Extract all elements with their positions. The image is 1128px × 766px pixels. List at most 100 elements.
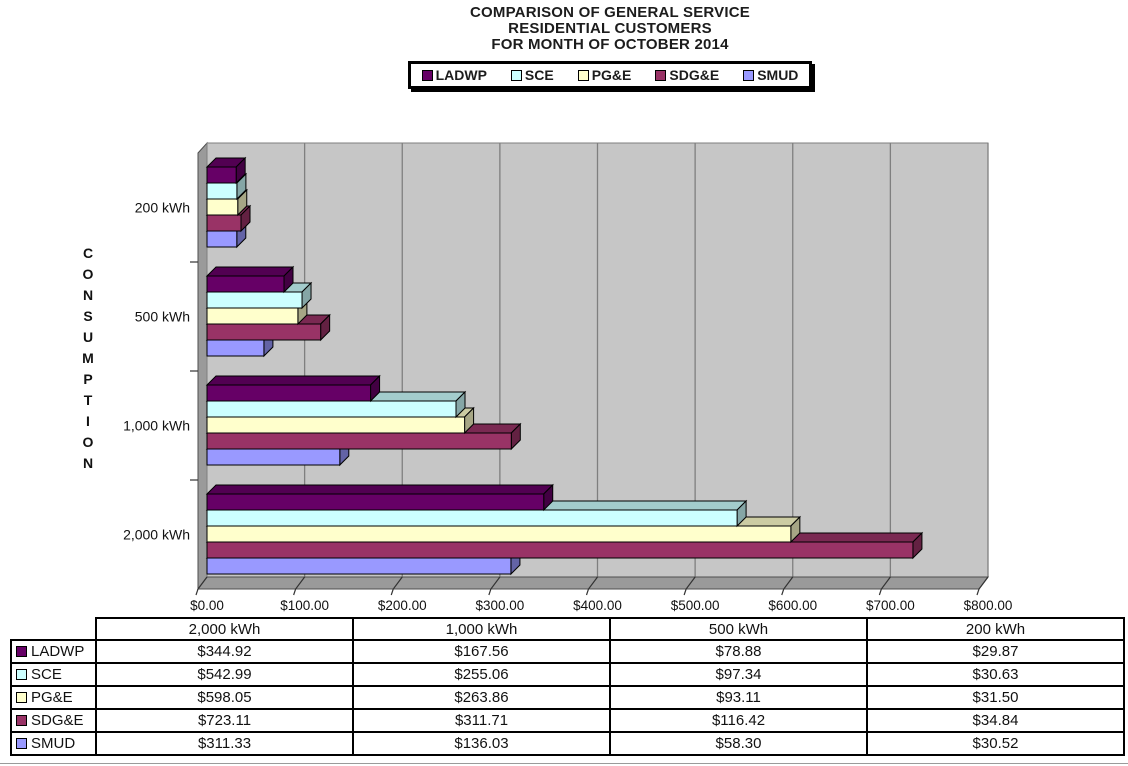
legend: LADWP SCE PG&E SDG&E SMUD <box>408 61 812 89</box>
bar <box>206 525 792 543</box>
value-axis-tick <box>781 576 794 596</box>
table-value-cell: $58.30 <box>609 731 868 756</box>
bar-top-face <box>205 375 381 386</box>
category-axis-title-letter: T <box>84 392 93 408</box>
bar-top-face <box>205 266 295 277</box>
table-column-header: 200 kWh <box>866 617 1125 641</box>
legend-label: PG&E <box>591 67 632 83</box>
bar <box>206 275 285 293</box>
table-value-cell: $136.03 <box>352 731 611 756</box>
legend-swatch-icon <box>577 69 589 81</box>
table-value-cell: $598.05 <box>95 685 354 710</box>
legend-label: SDG&E <box>669 67 720 83</box>
value-axis-tick <box>293 576 306 596</box>
table-value-cell: $311.71 <box>352 708 611 733</box>
value-axis-tick <box>390 576 403 596</box>
bar <box>206 166 237 184</box>
table-value-cell: $30.52 <box>866 731 1125 756</box>
legend-item: SDG&E <box>655 67 719 83</box>
bar <box>206 448 341 466</box>
table-row-name: SMUD <box>31 735 76 752</box>
table-value-cell: $78.88 <box>609 639 868 664</box>
table-value-cell: $542.99 <box>95 662 354 687</box>
table-value-cell: $116.42 <box>609 708 868 733</box>
bar <box>206 493 545 511</box>
table-row-label: PG&E <box>10 685 97 710</box>
chart-wall <box>197 141 208 591</box>
legend-item: SCE <box>510 67 554 83</box>
table-row-name: SDG&E <box>31 712 84 729</box>
table-value-cell: $34.84 <box>866 708 1125 733</box>
table-value-cell: $311.33 <box>95 731 354 756</box>
category-label: 1,000 kWh <box>123 418 190 434</box>
table-header-row: 2,000 kWh 1,000 kWh 500 kWh 200 kWh <box>11 617 1125 641</box>
bar <box>206 230 238 248</box>
value-axis-label: $400.00 <box>573 598 622 613</box>
legend-item: SMUD <box>743 67 798 83</box>
chart-title-line-3: FOR MONTH OF OCTOBER 2014 <box>491 36 729 53</box>
legend-label: SCE <box>524 67 554 83</box>
value-axis-label: $700.00 <box>866 598 915 613</box>
table-value-cell: $255.06 <box>352 662 611 687</box>
bar <box>206 400 457 418</box>
value-axis-label: $500.00 <box>671 598 720 613</box>
bar <box>206 182 238 200</box>
value-axis-label: $0.00 <box>190 598 224 613</box>
category-axis-title-letter: U <box>83 329 93 345</box>
table-value-cell: $723.11 <box>95 708 354 733</box>
value-axis-label: $200.00 <box>378 598 427 613</box>
table-row-label: SDG&E <box>10 708 97 733</box>
category-axis-title-letter: N <box>83 455 93 471</box>
table-column-header: 500 kWh <box>609 617 868 641</box>
value-axis-tick <box>683 576 696 596</box>
bar <box>206 557 512 575</box>
chart-title-line-2: RESIDENTIAL CUSTOMERS <box>508 20 712 37</box>
legend-item: LADWP <box>421 67 487 83</box>
chart-title-line-1: COMPARISON OF GENERAL SERVICE <box>469 4 750 21</box>
value-axis-label: $300.00 <box>475 598 524 613</box>
table-value-cell: $30.63 <box>866 662 1125 687</box>
chart-title: COMPARISON OF GENERAL SERVICE RESIDENTIA… <box>220 5 1000 53</box>
category-axis-title-letter: P <box>83 371 92 387</box>
bar <box>206 214 242 232</box>
table-value-cell: $344.92 <box>95 639 354 664</box>
legend-label: LADWP <box>435 67 487 83</box>
bar <box>206 416 466 434</box>
category-label: 500 kWh <box>135 309 190 325</box>
bar <box>206 339 265 357</box>
value-axis-label: $800.00 <box>964 598 1013 613</box>
value-axis-tick <box>878 576 891 596</box>
category-label: 2,000 kWh <box>123 527 190 543</box>
value-axis-tick <box>976 576 989 596</box>
legend-swatch-icon <box>655 69 667 81</box>
table-value-cell: $263.86 <box>352 685 611 710</box>
category-label: 200 kWh <box>135 200 190 216</box>
page-bottom-divider <box>0 763 1128 764</box>
table-value-cell: $97.34 <box>609 662 868 687</box>
table-row-swatch-icon <box>16 646 27 657</box>
bar <box>206 307 299 325</box>
table-row-swatch-icon <box>16 692 27 703</box>
bar <box>206 291 303 309</box>
table-row-label: SCE <box>10 662 97 687</box>
category-axis-title-letter: O <box>83 266 94 282</box>
table-value-cell: $31.50 <box>866 685 1125 710</box>
table-row-swatch-icon <box>16 715 27 726</box>
legend-item: PG&E <box>577 67 632 83</box>
table-corner-cell <box>11 618 96 640</box>
value-axis-label: $100.00 <box>280 598 329 613</box>
legend-label: SMUD <box>757 67 799 83</box>
legend-swatch-icon <box>510 69 522 81</box>
bar <box>206 541 914 559</box>
bar <box>206 323 322 341</box>
table-column-header: 1,000 kWh <box>352 617 611 641</box>
table-row: LADWP $344.92 $167.56 $78.88 $29.87 <box>10 639 1125 664</box>
bar-top-face <box>205 484 554 495</box>
category-axis-title-letter: N <box>83 287 93 303</box>
legend-swatch-icon <box>743 69 755 81</box>
table-value-cell: $93.11 <box>609 685 868 710</box>
category-axis-title-letter: O <box>83 434 94 450</box>
table-row-name: PG&E <box>31 689 73 706</box>
value-axis-tick <box>195 576 208 596</box>
